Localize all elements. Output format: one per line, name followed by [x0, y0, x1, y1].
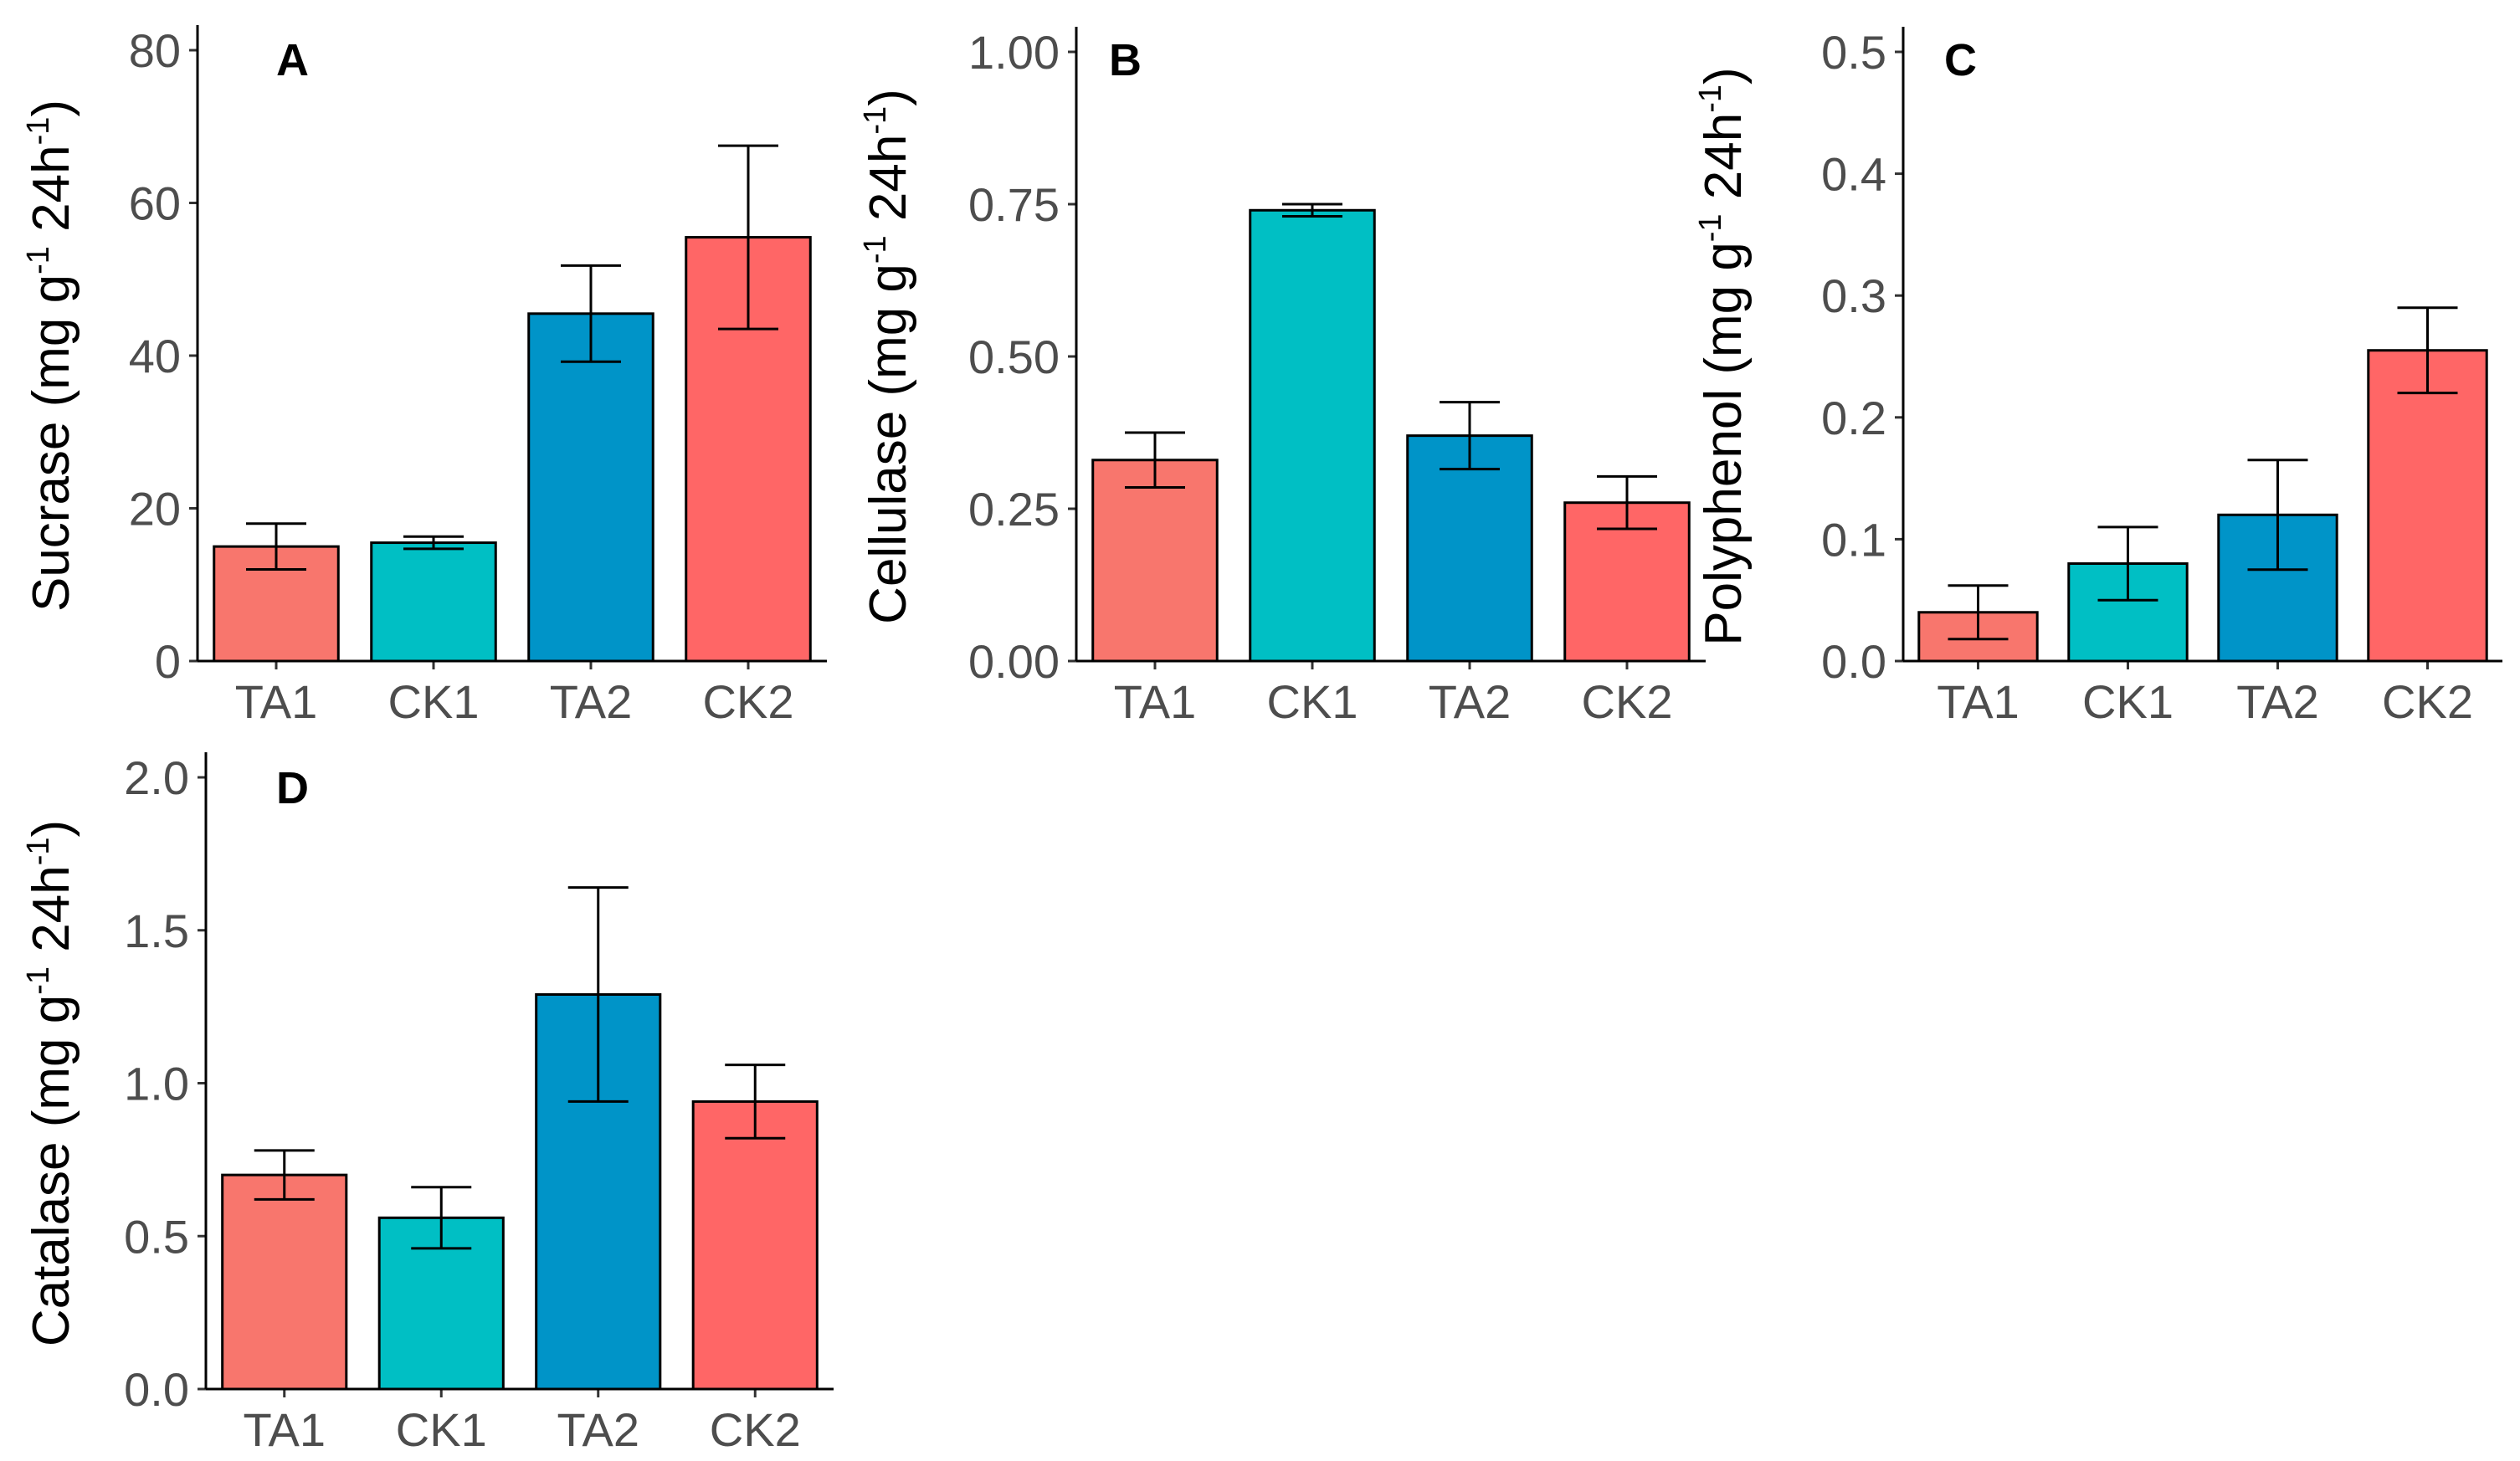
- y-axis-title: Sucrase (mg g-1 24h-1): [21, 100, 80, 612]
- y-tick-label: 2.0: [124, 751, 189, 804]
- bar-D-TA1: [221, 1173, 348, 1391]
- errorbar-A-CK2: [718, 144, 778, 331]
- errorbar-C-CK2: [2397, 306, 2458, 395]
- x-tick-label-TA1: TA1: [235, 675, 318, 728]
- panel-B: TA1 CK1 TA2 CK2 0.00 0.25 0.50 0.75 1.00 Cellulas…: [858, 26, 1706, 728]
- x-tick-label-CK2: CK2: [1582, 675, 1673, 728]
- y-tick-label: 0.3: [1821, 269, 1886, 322]
- errorbar-B-TA2: [1440, 401, 1500, 471]
- y-tick-label: 80: [129, 24, 181, 77]
- x-tick-label-CK2: CK2: [710, 1403, 801, 1456]
- bar-B-TA1: [1091, 459, 1219, 663]
- errorbar-B-CK2: [1597, 474, 1657, 531]
- x-tick-label-CK1: CK1: [2082, 675, 2174, 728]
- y-tick-label: 0.25: [968, 483, 1060, 536]
- errorbar-D-CK2: [725, 1064, 786, 1140]
- x-tick-label-TA2: TA2: [2236, 675, 2319, 728]
- x-tick-label-TA2: TA2: [557, 1403, 639, 1456]
- errorbar-A-TA2: [561, 264, 621, 363]
- errorbar-B-TA1: [1125, 431, 1185, 490]
- y-axis-title: Polyphenol (mg g-1 24h-1): [1693, 67, 1753, 645]
- errorbar-D-CK1: [411, 1186, 472, 1250]
- errorbar-D-TA1: [254, 1149, 315, 1201]
- y-axis-title: Catalase (mg g-1 24h-1): [21, 820, 80, 1346]
- y-tick-label: 60: [129, 177, 181, 230]
- bar-D-CK2: [691, 1100, 819, 1391]
- y-tick-label: 0.75: [968, 178, 1060, 231]
- bar-C-CK2: [2367, 349, 2488, 663]
- x-tick-label-CK2: CK2: [703, 675, 794, 728]
- y-tick-label: 0.0: [1821, 635, 1886, 688]
- errorbar-A-CK1: [403, 535, 464, 551]
- y-tick-label: 1.00: [968, 26, 1060, 79]
- bar-A-CK1: [370, 541, 497, 663]
- y-tick-label: 0.0: [124, 1363, 189, 1416]
- x-tick-label-TA1: TA1: [1114, 675, 1197, 728]
- y-tick-label: 0.00: [968, 635, 1060, 688]
- y-tick-label: 0.5: [1821, 26, 1886, 79]
- bar-B-TA2: [1406, 434, 1533, 663]
- y-tick-label: 0.50: [968, 331, 1060, 383]
- panel-letter-A: A: [276, 35, 309, 85]
- bar-B-CK1: [1249, 208, 1376, 663]
- x-tick-label-TA1: TA1: [1937, 675, 2020, 728]
- bar-A-TA2: [527, 312, 654, 663]
- errorbar-A-TA1: [246, 522, 306, 571]
- panel-D: TA1 CK1 TA2 CK2 0.0 0.5 1.0 1.5 2.0 Catalase (mg …: [21, 751, 834, 1456]
- y-tick-label: 40: [129, 330, 181, 382]
- x-tick-label-TA2: TA2: [1429, 675, 1511, 728]
- y-tick-label: 0.2: [1821, 392, 1886, 444]
- y-tick-label: 0.4: [1821, 148, 1886, 201]
- y-tick-label: 20: [129, 483, 181, 536]
- y-tick-label: 1.5: [124, 905, 189, 957]
- x-tick-label-CK1: CK1: [1267, 675, 1358, 728]
- panel-letter-D: D: [276, 763, 309, 813]
- y-tick-label: 0.1: [1821, 513, 1886, 566]
- panel-A: TA1 CK1 TA2 CK2 0 20 40 60 80 Sucrase (mg g-1 24h…: [21, 24, 827, 728]
- errorbar-B-CK1: [1282, 202, 1342, 218]
- x-tick-label-TA2: TA2: [550, 675, 633, 728]
- panel-letter-B: B: [1109, 35, 1142, 85]
- y-tick-label: 0: [155, 635, 181, 688]
- x-tick-label-CK2: CK2: [2382, 675, 2473, 728]
- panel-letter-C: C: [1944, 35, 1977, 85]
- x-tick-label-CK1: CK1: [388, 675, 480, 728]
- panel-C: TA1 CK1 TA2 CK2 0.0 0.1 0.2 0.3 0.4 0.5 Polyphenol…: [1693, 26, 2502, 728]
- errorbar-C-TA2: [2247, 459, 2308, 572]
- y-tick-label: 1.0: [124, 1058, 189, 1110]
- x-tick-label-CK1: CK1: [396, 1403, 487, 1456]
- y-axis-title: Cellulase (mg g-1 24h-1): [858, 89, 917, 624]
- errorbar-D-TA2: [567, 886, 629, 1103]
- x-tick-label-TA1: TA1: [243, 1403, 326, 1456]
- y-tick-label: 0.5: [124, 1210, 189, 1263]
- errorbar-C-CK1: [2097, 525, 2158, 602]
- errorbar-C-TA1: [1948, 584, 2009, 641]
